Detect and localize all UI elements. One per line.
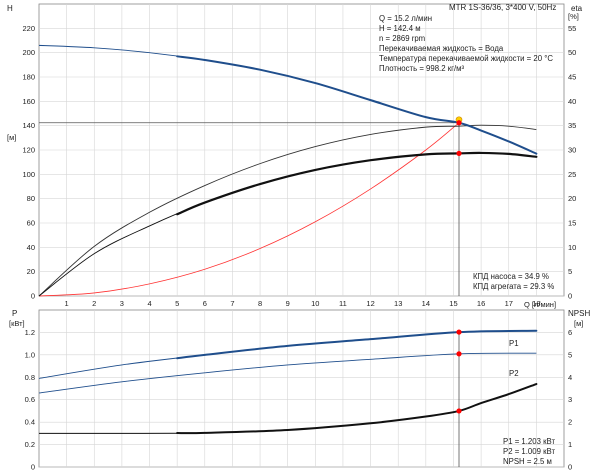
top-right-tick-label: 30 [568,146,576,155]
top-left-tick-label: 80 [27,194,35,203]
top-left-tick-label: 200 [22,48,35,57]
x-tick-label: 2 [92,299,96,308]
top-left-tick-label: 100 [22,170,35,179]
top-right-tick-label: 35 [568,121,576,130]
p1-note: P1 = 1.203 кВт [503,437,555,446]
x-tick-label: 11 [339,299,347,308]
axis-labels: 1 2 3 4 5 6 7 8 9 10 11 12 13 14 15 16 17 180204060801001… [22,24,576,472]
npsh-curve-bold [176,383,538,435]
x-tick-label: 12 [366,299,374,308]
top-left-tick-label: 180 [22,73,35,82]
top-left-tick-label: 40 [27,243,35,252]
bottom-right-tick-label: 1 [568,440,572,449]
info-line: n = 2869 rpm [379,34,425,43]
top-left-tick-label: 160 [22,97,35,106]
pump-efficiency-curve [38,124,537,297]
p1-curve-bold [176,329,538,360]
top-left-tick-label: 140 [22,121,35,130]
bottom-right-tick-label: 3 [568,395,572,404]
bottom-left-tick-label: 0.8 [25,373,35,382]
x-tick-label: 7 [230,299,234,308]
top-left-axis-unit: [м] [7,133,16,142]
bottom-right-axis-title: NPSH [568,309,590,318]
bottom-right-tick-label: 0 [568,463,572,472]
top-right-tick-label: 5 [568,267,572,276]
p2-note: P2 = 1.009 кВт [503,447,555,456]
top-right-tick-label: 15 [568,219,576,228]
bottom-left-tick-label: 0.2 [25,440,35,449]
bottom-left-tick-label: 1.2 [25,328,35,337]
top-right-axis-title: eta [571,4,583,13]
info-line: Температура перекачиваемой жидкости = 20… [379,54,553,63]
info-line: Q = 15.2 л/мин [379,14,432,23]
bottom-left-tick-label: 0.4 [25,418,35,427]
bottom-left-axis-title: P [12,309,17,318]
bottom-right-tick-label: 2 [568,418,572,427]
head-curve-bold [176,55,538,155]
bottom-left-tick-label: 1.0 [25,350,35,359]
top-right-tick-label: 50 [568,48,576,57]
bottom-left-tick-label: 0.6 [25,395,35,404]
x-tick-label: 5 [175,299,179,308]
bottom-left-tick-label: 0 [31,463,35,472]
info-line: H = 142.4 м [379,24,421,33]
x-tick-label: 16 [477,299,485,308]
x-tick-label: 8 [258,299,262,308]
unit-efficiency-curve-bold [176,151,538,216]
x-axis-label: Q [л/мин] [524,300,556,309]
eff-unit-note: КПД агрегата = 29.3 % [473,282,554,291]
bottom-right-tick-label: 6 [568,328,572,337]
bottom-left-axis-unit: [кВт] [9,319,25,328]
x-tick-label: 1 [65,299,69,308]
x-tick-label: 14 [422,299,430,308]
bottom-plot-frame [38,309,565,468]
info-line: Перекачиваемая жидкость = Вода [379,44,504,53]
info-line: Плотность = 998.2 кг/м³ [379,64,464,73]
npsh-note: NPSH = 2.5 м [503,457,552,466]
efficiency-notes: КПД насоса = 34.9 % КПД агрегата = 29.3 … [473,272,554,291]
system-curve [38,122,460,297]
x-tick-label: 4 [147,299,151,308]
x-tick-label: 10 [311,299,319,308]
x-tick-label: 18 [532,299,540,308]
top-right-tick-label: 0 [568,292,572,301]
bottom-right-tick-label: 5 [568,350,572,359]
pump-title: MTR 1S-36/36, 3*400 V, 50Hz [449,3,556,12]
npsh-operating-point [456,408,462,414]
top-grid [38,3,565,297]
top-left-tick-label: 20 [27,267,35,276]
top-left-tick-label: 120 [22,146,35,155]
p2-legend-label: P2 [509,369,519,378]
top-left-tick-label: 220 [22,24,35,33]
bottom-right-tick-label: 4 [568,373,572,382]
efficiency-operating-point [456,150,462,157]
operating-points [455,116,463,414]
top-left-axis-title: H [7,4,13,13]
x-tick-label: 13 [394,299,402,308]
x-tick-label: 3 [120,299,124,308]
top-left-tick-label: 0 [31,292,35,301]
top-right-tick-label: 40 [568,97,576,106]
bottom-right-axis-unit: [м] [574,319,583,328]
info-block: Q = 15.2 л/мин H = 142.4 м n = 2869 rpm … [379,14,553,73]
eff-pump-note: КПД насоса = 34.9 % [473,272,549,281]
top-right-tick-label: 45 [568,73,576,82]
x-tick-label: 15 [449,299,457,308]
x-tick-label: 6 [203,299,207,308]
p1-operating-point [456,329,462,335]
bottom-grid [38,309,565,468]
top-right-axis-unit: [%] [568,12,579,21]
top-left-tick-label: 60 [27,219,35,228]
p1-legend-label: P1 [509,339,519,348]
power-notes: P1 = 1.203 кВт P2 = 1.009 кВт NPSH = 2.5… [503,437,555,466]
x-tick-label: 9 [286,299,290,308]
top-right-tick-label: 10 [568,243,576,252]
top-right-tick-label: 20 [568,194,576,203]
top-right-tick-label: 55 [568,24,576,33]
head-operating-point [456,120,462,126]
p2-operating-point [456,351,462,357]
top-right-tick-label: 25 [568,170,576,179]
x-tick-label: 17 [505,299,513,308]
